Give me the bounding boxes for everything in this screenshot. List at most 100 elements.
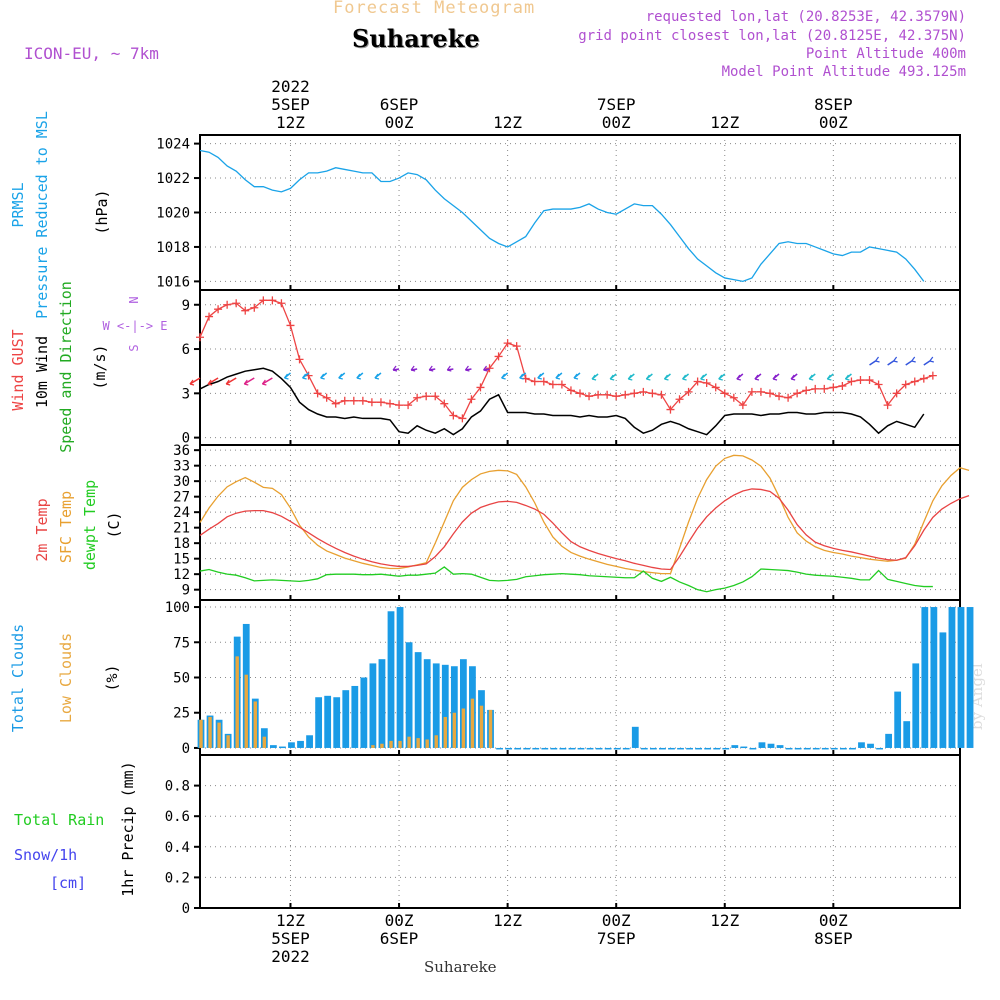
total-cloud-bar — [830, 747, 838, 750]
wind-unit: (m/s) — [91, 344, 109, 389]
arrow-head — [283, 373, 289, 380]
gust-marker — [747, 387, 756, 396]
gust-marker — [811, 384, 820, 393]
gust-marker — [865, 376, 874, 385]
gust-marker — [639, 387, 648, 396]
gust-marker — [557, 380, 566, 389]
gust-marker — [829, 383, 838, 392]
low-clouds-label: Low Clouds — [57, 633, 75, 723]
gust-marker — [576, 389, 584, 398]
total-cloud-bar — [523, 747, 531, 750]
arrow-head — [663, 374, 669, 381]
total-cloud-bar — [722, 747, 730, 750]
total-cloud-bar — [668, 747, 675, 750]
compass-s: S — [127, 344, 141, 351]
arrow-head — [356, 373, 362, 380]
total-cloud-bar — [333, 697, 341, 748]
arrow-head — [911, 356, 916, 363]
low-cloud-bar — [389, 740, 393, 748]
top-time-label: 12Z — [493, 113, 522, 132]
arrow-head — [446, 365, 452, 372]
gust-marker — [648, 389, 657, 398]
total-cloud-bar — [812, 747, 820, 750]
gust-marker — [539, 377, 548, 386]
total-cloud-bar — [894, 691, 902, 748]
total-cloud-bar — [948, 607, 956, 748]
total-cloud-bar — [351, 685, 359, 748]
gust-marker — [684, 387, 693, 396]
panel-frame — [199, 444, 961, 601]
panel-2: 0 3 6 9 — [182, 289, 961, 447]
arrow-head — [844, 374, 850, 381]
gust-marker — [548, 380, 557, 389]
total-cloud-bar — [794, 747, 802, 750]
arrow-head — [555, 373, 561, 380]
total-cloud-bar — [568, 747, 576, 750]
gust-marker — [775, 392, 784, 401]
gust-marker — [928, 371, 937, 380]
gust-marker — [259, 296, 268, 305]
arrow-head — [700, 374, 705, 381]
gust-marker — [295, 355, 304, 364]
total-cloud-bar — [867, 743, 874, 748]
total-cloud-bar — [387, 611, 395, 748]
arrow-head — [893, 356, 898, 363]
gust-marker — [530, 377, 539, 386]
gust-marker — [196, 333, 204, 342]
low-cloud-bar — [434, 735, 438, 748]
gust-marker — [621, 390, 630, 399]
panel-4: 0 25 50 75 100 — [165, 599, 961, 757]
gust-marker — [205, 312, 214, 321]
gust-marker — [512, 342, 521, 351]
gust-marker — [277, 299, 286, 308]
y-tick-label: 0.2 — [165, 870, 190, 886]
low-cloud-bar — [425, 739, 429, 748]
total-cloud-bar — [541, 747, 549, 750]
total-cloud-bar — [279, 746, 286, 749]
y-tick-label: 0.4 — [165, 840, 190, 856]
y-tick-label: 30 — [173, 474, 190, 490]
total-cloud-bar — [423, 659, 431, 748]
gust-marker — [802, 386, 811, 395]
y-tick-label: 1018 — [156, 240, 190, 256]
gust-marker — [340, 396, 349, 405]
arrow-head — [718, 374, 723, 381]
total-cloud-bar — [939, 632, 947, 748]
total-cloud-bar — [550, 747, 558, 750]
arrow-head — [627, 374, 633, 381]
low-cloud-bar — [226, 735, 230, 748]
arrow-head — [501, 373, 506, 380]
total-cloud-bar — [803, 747, 811, 750]
low-cloud-bar — [398, 740, 402, 748]
gust-marker — [214, 305, 223, 314]
total-cloud-bar — [577, 747, 585, 750]
bottom-time-label: 12Z — [710, 911, 739, 930]
y-tick-label: 1024 — [156, 137, 190, 153]
gust-label: Wind GUST — [9, 329, 27, 410]
sfc-temp-line — [199, 454, 970, 575]
total-cloud-bar — [686, 747, 693, 750]
wind-direction-arrow — [923, 360, 931, 366]
total-cloud-bar — [930, 607, 938, 748]
total-cloud-bar — [514, 747, 522, 750]
low-cloud-bar — [416, 738, 420, 748]
total-cloud-bar — [957, 607, 965, 748]
bottom-time-label: 6SEP — [380, 929, 419, 948]
wind-line — [199, 367, 925, 436]
gust-marker — [386, 399, 394, 408]
wind-direction-arrow — [225, 377, 237, 385]
y-tick-label: 0 — [182, 431, 190, 447]
gust-marker — [313, 389, 322, 398]
low-cloud-bar — [262, 736, 267, 748]
y-tick-label: 1016 — [156, 274, 190, 290]
gust-marker — [476, 383, 485, 392]
2m-temp-line — [199, 488, 970, 571]
bottom-time-label: 2022 — [271, 947, 310, 966]
gust-marker — [440, 399, 449, 408]
gust-marker — [856, 376, 865, 385]
y-tick-label: 12 — [173, 567, 190, 583]
gust-marker — [286, 321, 295, 330]
gust-marker — [376, 398, 385, 407]
gust-marker — [666, 405, 675, 414]
total-cloud-bar — [288, 742, 295, 748]
